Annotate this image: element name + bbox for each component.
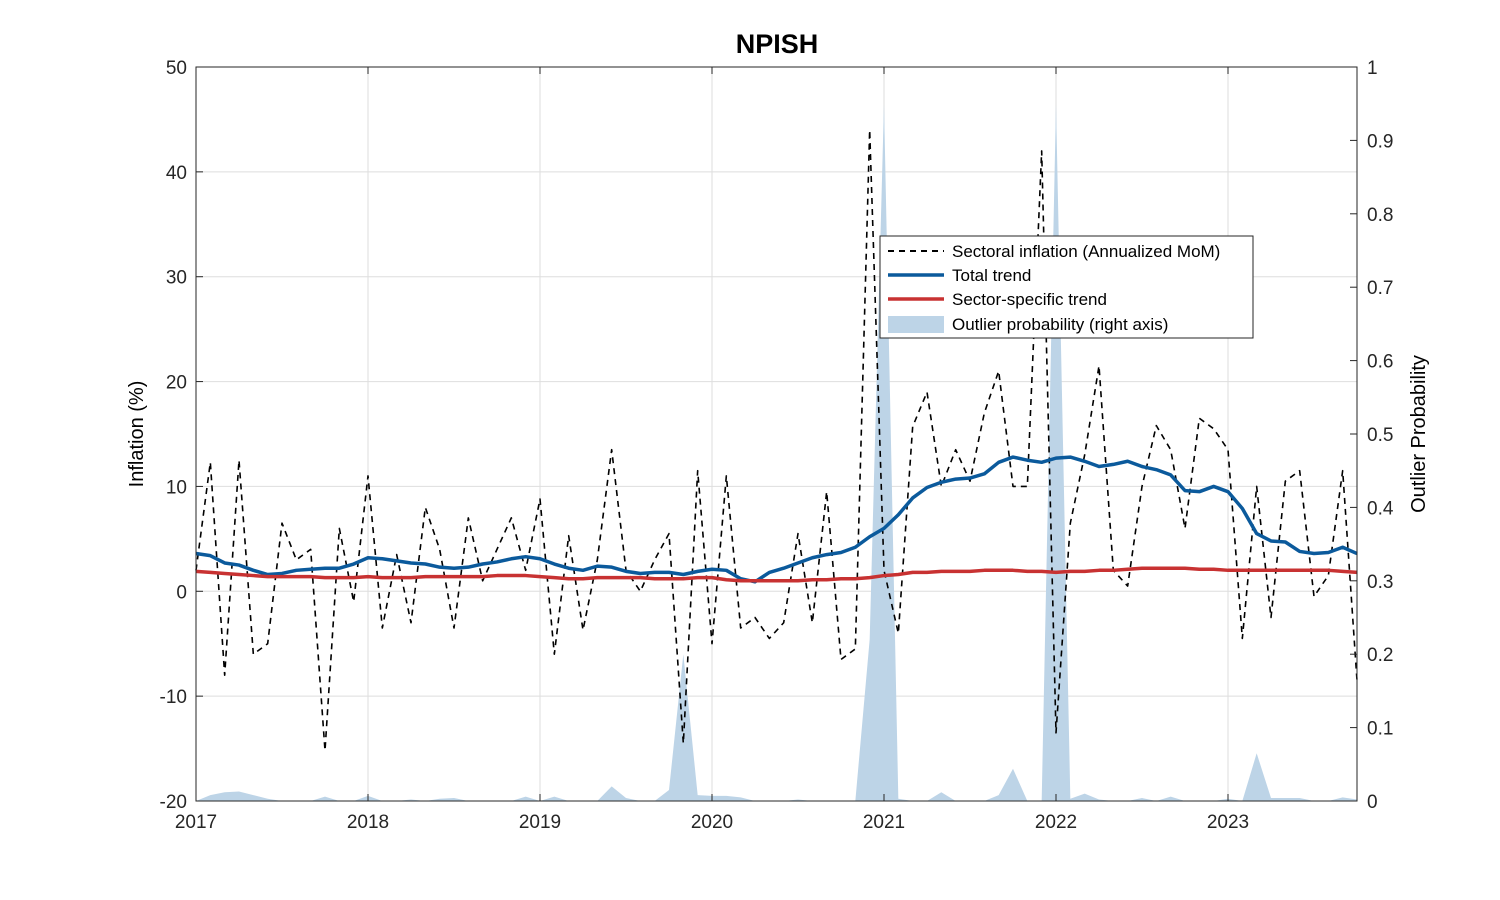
x-tick-label: 2022 [1035,812,1077,833]
y-axis-label: Inflation (%) [126,381,148,488]
legend-label-sectoral: Sectoral inflation (Annualized MoM) [952,242,1220,261]
right-y-tick-label: 0.6 [1367,352,1393,373]
x-tick-label: 2017 [175,812,217,833]
right-y-tick-label: 0.9 [1367,131,1393,152]
legend-swatch-outlier [888,316,944,333]
right-y-tick-label: 0 [1367,792,1378,813]
legend-label-sector-trend: Sector-specific trend [952,290,1107,309]
right-y-tick-label: 0.2 [1367,645,1393,666]
legend-label-total-trend: Total trend [952,266,1031,285]
y-tick-label: -20 [160,792,187,813]
x-axis-ticks: 2017 2018 2019 2020 2021 2022 2023 [175,67,1249,833]
sectoral-inflation-line [195,129,1358,752]
x-tick-label: 2020 [691,812,733,833]
chart-title: NPISH [736,29,819,59]
right-y-tick-label: 0.5 [1367,425,1393,446]
right-y-tick-label: 0.1 [1367,719,1393,740]
legend-box [879,235,1254,339]
y-tick-label: 30 [166,268,187,289]
right-y-axis-ticks: 0 0.1 0.2 0.3 0.4 0.5 0.6 0.7 0.8 0.9 1 [1350,58,1394,813]
y-tick-label: 50 [166,58,187,79]
sector-specific-trend-line [195,566,1358,583]
right-y-axis-label: Outlier Probability [1408,355,1430,513]
right-y-tick-label: 0.7 [1367,278,1393,299]
line-layer [195,129,1358,752]
x-tick-label: 2021 [863,812,905,833]
y-axis-ticks: -20 -10 0 10 20 30 40 50 [160,58,203,813]
y-tick-label: 40 [166,163,187,184]
y-tick-label: -10 [160,687,187,708]
outlier-probability-area [196,103,1357,801]
legend-label-outlier: Outlier probability (right axis) [952,315,1168,334]
x-tick-label: 2023 [1207,812,1249,833]
y-tick-label: 10 [166,477,187,498]
right-y-tick-label: 0.4 [1367,498,1394,519]
right-y-tick-label: 0.3 [1367,572,1393,593]
x-tick-label: 2018 [347,812,389,833]
outlier-area-layer [196,103,1357,801]
x-tick-label: 2019 [519,812,561,833]
right-y-tick-label: 0.8 [1367,205,1393,226]
total-trend-line [195,455,1358,584]
y-tick-label: 20 [166,373,187,394]
right-y-tick-label: 1 [1367,58,1378,79]
y-tick-label: 0 [176,582,187,603]
legend: Sectoral inflation (Annualized MoM) Tota… [879,235,1254,339]
